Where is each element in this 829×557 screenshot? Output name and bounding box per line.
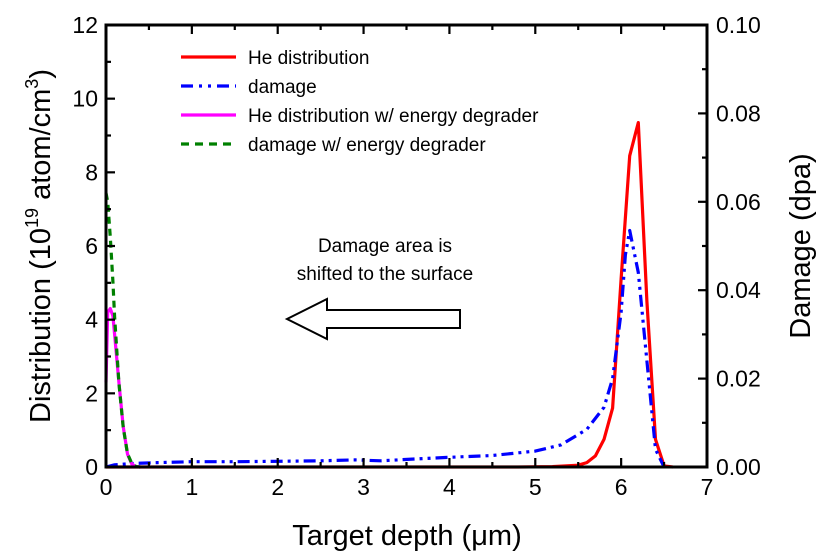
y-left-axis-title: Distribution (1019 atom/cm3): [22, 69, 57, 423]
legend-item: He distribution w/ energy degrader: [181, 106, 539, 127]
x-tick-label: 0: [100, 474, 113, 500]
legend: He distribution damage He distribution w/ …: [181, 48, 539, 156]
y-left-title-prefix: Distribution (10: [25, 228, 57, 423]
legend-item: damage w/ energy degrader: [181, 135, 486, 156]
y-right-tick-label: 0.02: [716, 366, 761, 392]
legend-label: He distribution w/ energy degrader: [248, 106, 539, 127]
series-line-he-distribution: [106, 120, 673, 469]
y-left-title-sup1: 19: [22, 208, 42, 228]
y-left-title-mid: atom/cm: [25, 89, 57, 208]
y-right-tick-label: 0.08: [716, 100, 761, 126]
x-axis-title: Target depth (μm): [292, 520, 521, 552]
y-left-title-suffix: ): [25, 69, 57, 79]
y-right-tick-label: 0.10: [716, 12, 761, 38]
y-left-tick-label: 6: [85, 233, 98, 259]
annotation-text: Damage area is: [318, 236, 452, 257]
legend-label: He distribution: [248, 48, 369, 69]
y-left-tick-label: 10: [72, 86, 98, 112]
x-tick-label: 4: [443, 474, 456, 500]
y-right-tick-label: 0.04: [716, 277, 761, 303]
ticks-layer: 0 1 2 3 4 5 6 70246810120.000.020.040.060.080.1…: [72, 12, 761, 500]
y-right-tick-label: 0.00: [716, 454, 761, 480]
series-layer: [104, 120, 673, 469]
y-left-tick-label: 2: [85, 380, 98, 406]
x-tick-label: 5: [529, 474, 542, 500]
legend-label: damage: [248, 77, 317, 98]
legend-label: damage w/ energy degrader: [248, 135, 486, 156]
y-right-tick-label: 0.06: [716, 189, 761, 215]
series-line-damage: [105, 228, 666, 469]
annotation: Damage area is shifted to the surface: [284, 236, 473, 341]
legend-item: He distribution: [181, 48, 369, 69]
y-left-tick-label: 0: [85, 454, 98, 480]
x-tick-label: 1: [185, 474, 198, 500]
x-tick-label: 6: [615, 474, 628, 500]
legend-item: damage: [181, 77, 317, 98]
series-line-he-distribution-w-energy-degrader: [104, 307, 141, 469]
x-tick-label: 2: [271, 474, 284, 500]
left-arrow-icon: [284, 297, 461, 341]
y-right-axis-title: Damage (dpa): [785, 153, 817, 338]
y-left-tick-label: 12: [72, 12, 98, 38]
annotation-text: shifted to the surface: [297, 264, 473, 285]
y-left-tick-label: 4: [85, 307, 98, 333]
x-tick-label: 3: [357, 474, 370, 500]
y-left-title-sup2: 3: [22, 79, 42, 89]
y-left-tick-label: 8: [85, 159, 98, 185]
series-line-damage-w-energy-degrader: [104, 192, 141, 469]
x-tick-label: 7: [701, 474, 714, 500]
